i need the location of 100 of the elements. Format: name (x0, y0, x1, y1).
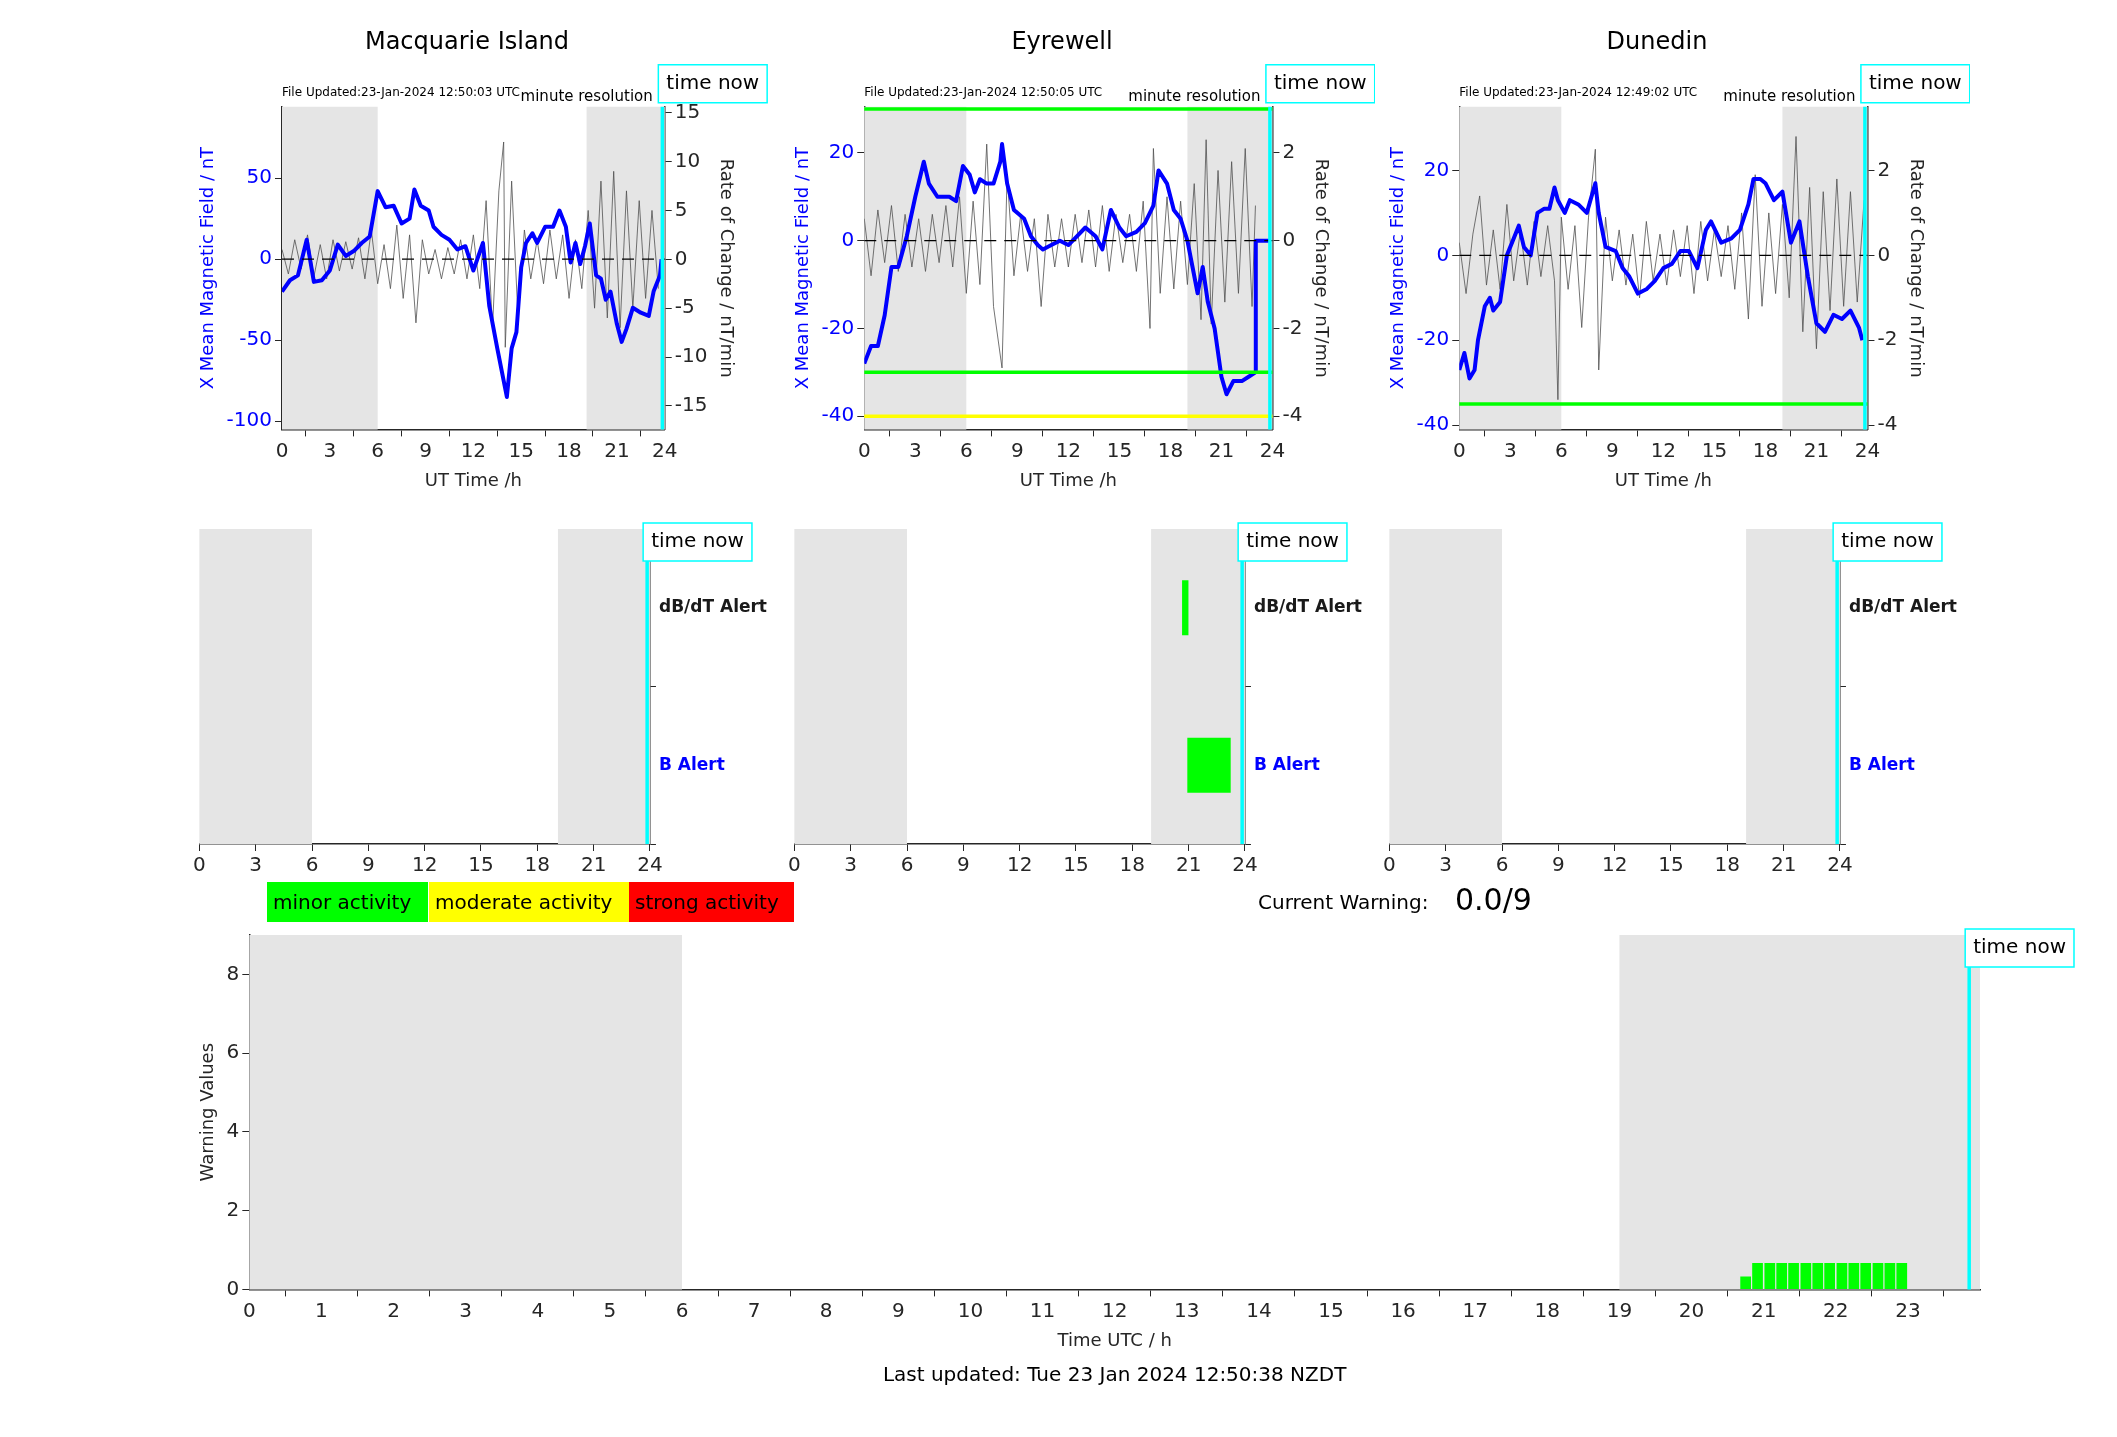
x-tick-label: 1 (315, 1297, 328, 1322)
x-tick-label: 9 (956, 852, 970, 877)
y-tick-label: 0 (841, 226, 855, 251)
y2-axis-title: Rate of Change / nT/min (716, 158, 738, 378)
x-tick-label: 3 (908, 437, 922, 462)
chart-title: Eyrewell (1011, 26, 1113, 55)
x-tick-label: 18 (556, 437, 582, 462)
x-tick-label: 6 (1495, 852, 1509, 877)
y-axis-title: Warning Values (196, 1042, 218, 1182)
x-tick-label: 18 (1157, 437, 1184, 462)
chart-title: Macquarie Island (364, 26, 570, 55)
text: minute resolution (1128, 86, 1261, 105)
x-tick-label: 6 (900, 852, 914, 877)
x-tick-label: 10 (957, 1297, 984, 1322)
x-tick-label: 7 (747, 1297, 761, 1322)
ref-line-label: time now (666, 70, 760, 94)
x-tick-label: 12 (1101, 1297, 1128, 1322)
y-tick-label: 2 (226, 1196, 240, 1221)
x-tick-label: 21 (1175, 852, 1202, 877)
x-tick-label: 17 (1462, 1297, 1488, 1322)
x-tick-label: 6 (675, 1297, 689, 1322)
y2-tick-label: 2 (1877, 156, 1891, 181)
y2-tick-label: 15 (674, 98, 701, 123)
x-tick-label: 24 (637, 852, 663, 877)
x-tick-label: 11 (1029, 1297, 1056, 1322)
x-tick-label: 21 (1208, 437, 1235, 462)
x-tick-label: 14 (1246, 1297, 1272, 1322)
ref-line-label: time now (1973, 934, 2066, 959)
x-tick-label: 18 (524, 852, 551, 877)
x-axis-title: UT Time /h (1614, 468, 1712, 490)
y-tick-label: 0 (1436, 241, 1450, 266)
y-tick-label: -50 (239, 326, 272, 351)
y-tick-label: -40 (1416, 411, 1450, 436)
x-tick-label: 15 (468, 852, 494, 877)
x-tick-label: 3 (1503, 437, 1517, 462)
x-tick-label: 0 (788, 852, 801, 877)
x-tick-label: 19 (1606, 1297, 1633, 1322)
x-tick-label: 23 (1895, 1297, 1921, 1322)
y2-tick-label: -5 (674, 294, 695, 319)
x-tick-label: 6 (371, 437, 385, 462)
x-tick-label: 0 (857, 437, 871, 462)
x-tick-label: 20 (1678, 1297, 1705, 1322)
x-axis-title: Time UTC / h (1056, 1328, 1172, 1350)
y-tick-label: -20 (821, 314, 855, 339)
y-tick-label: B Alert (658, 753, 725, 774)
x-tick-label: 12 (1601, 852, 1628, 877)
x-tick-label: 12 (1055, 437, 1082, 462)
x-tick-label: 24 (1259, 437, 1286, 462)
x-axis-title: UT Time /h (1019, 468, 1117, 490)
y2-tick-label: -2 (1282, 314, 1303, 339)
x-tick-label: 18 (1119, 852, 1146, 877)
y2-tick-label: -4 (1877, 411, 1898, 436)
x-tick-label: 21 (1770, 852, 1797, 877)
y-tick-label: -100 (226, 407, 272, 432)
x-tick-label: 12 (1006, 852, 1033, 877)
y-axis-title: X Mean Magnetic Field / nT (196, 145, 218, 390)
x-tick-label: 24 (1854, 437, 1881, 462)
ref-line-label: time now (1273, 70, 1367, 94)
text: File Updated:23-Jan-2024 12:49:02 UTC (1459, 84, 1698, 99)
x-tick-label: 9 (1605, 437, 1619, 462)
x-tick-label: 21 (604, 437, 630, 462)
y-tick-label: 20 (1423, 156, 1450, 181)
y2-tick-label: -4 (1282, 402, 1303, 427)
text: minute resolution (520, 86, 653, 105)
x-tick-label: 6 (959, 437, 973, 462)
x-tick-label: 15 (508, 437, 534, 462)
x-tick-label: 0 (193, 852, 206, 877)
x-tick-label: 18 (1714, 852, 1741, 877)
y2-tick-label: 0 (1877, 241, 1891, 266)
y2-tick-label: 2 (1282, 139, 1296, 164)
text: 0.0/9 (1455, 882, 1532, 917)
x-tick-label: 5 (603, 1297, 617, 1322)
text: strong activity (629, 882, 794, 922)
ref-line-label: time now (1246, 528, 1339, 553)
x-tick-label: 9 (361, 852, 375, 877)
text: File Updated:23-Jan-2024 12:50:03 UTC (281, 84, 520, 99)
x-tick-label: 18 (1752, 437, 1779, 462)
y-tick-label: 4 (226, 1118, 240, 1143)
x-tick-label: 24 (652, 437, 678, 462)
x-tick-label: 9 (1551, 852, 1565, 877)
y2-axis-title: Rate of Change / nT/min (1906, 158, 1928, 378)
x-tick-label: 6 (1554, 437, 1568, 462)
x-tick-label: 3 (249, 852, 263, 877)
y2-tick-label: 10 (674, 147, 701, 172)
x-axis-title: UT Time /h (424, 468, 522, 490)
x-tick-label: 15 (1318, 1297, 1344, 1322)
text: Last updated: Tue 23 Jan 2024 12:50:38 NZDT (881, 1362, 1348, 1386)
x-tick-label: 15 (1701, 437, 1728, 462)
y2-tick-label: -15 (674, 392, 708, 417)
y-tick-label: 20 (828, 139, 855, 164)
y-tick-label: -40 (821, 402, 855, 427)
x-tick-label: 16 (1390, 1297, 1416, 1322)
y2-tick-label: 5 (674, 196, 688, 221)
y-tick-label: B Alert (1848, 753, 1915, 774)
y-tick-label: dB/dT Alert (1848, 596, 1957, 617)
x-tick-label: 21 (1803, 437, 1830, 462)
x-tick-label: 22 (1823, 1297, 1849, 1322)
x-tick-label: 12 (1650, 437, 1677, 462)
x-tick-label: 2 (387, 1297, 400, 1322)
text: Current Warning: (1258, 890, 1429, 914)
